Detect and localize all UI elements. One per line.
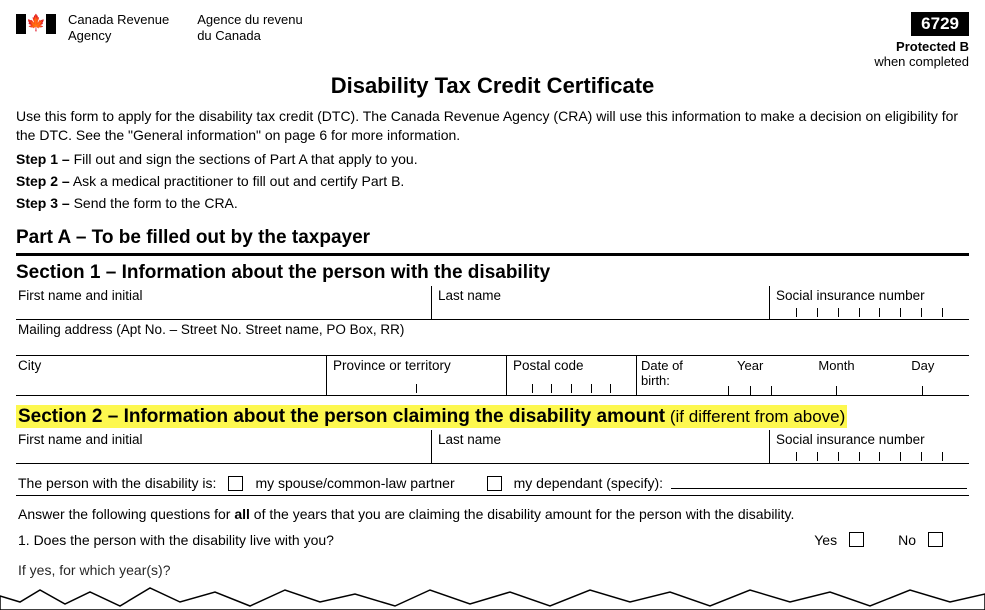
part-a-title: Part A – To be filled out by the taxpaye… <box>16 227 969 249</box>
dob-day[interactable]: Day <box>880 356 966 395</box>
intro-text: Use this form to apply for the disabilit… <box>16 107 969 145</box>
divider <box>16 253 969 256</box>
dob-year[interactable]: Year <box>707 356 793 395</box>
s1-sin-field[interactable]: Social insurance number <box>769 286 969 319</box>
q1-row: 1. Does the person with the disability l… <box>16 532 969 548</box>
torn-fragment: If yes, for which year(s)? <box>16 562 969 578</box>
spouse-label: my spouse/common-law partner <box>255 475 454 491</box>
agency-en-1: Canada Revenue <box>68 12 169 28</box>
spouse-checkbox[interactable] <box>228 476 243 491</box>
s1-mailing-field[interactable]: Mailing address (Apt No. – Street No. St… <box>16 320 969 356</box>
step-2: Step 2 – Ask a medical practitioner to f… <box>16 173 969 189</box>
s1-city-row: City Province or territory Postal code D… <box>16 356 969 396</box>
agency-fr-2: du Canada <box>197 28 303 44</box>
q1-text: 1. Does the person with the disability l… <box>18 532 814 548</box>
s2-sin-field[interactable]: Social insurance number <box>769 430 969 463</box>
q1-no[interactable]: No <box>898 532 947 548</box>
s2-last-name-field[interactable]: Last name <box>431 430 769 463</box>
s1-city-field[interactable]: City <box>16 356 326 395</box>
agency-block: 🍁 Canada Revenue Agency Agence du revenu… <box>16 12 303 45</box>
form-number-block: 6729 Protected B when completed <box>874 12 969 69</box>
dependant-checkbox[interactable] <box>487 476 502 491</box>
agency-names: Canada Revenue Agency Agence du revenu d… <box>68 12 303 45</box>
canada-flag-icon: 🍁 <box>16 14 56 34</box>
form-number: 6729 <box>911 12 969 36</box>
s1-postal-field[interactable]: Postal code <box>506 356 636 395</box>
agency-fr-1: Agence du revenu <box>197 12 303 28</box>
section1-title: Section 1 – Information about the person… <box>16 262 969 284</box>
q1-no-checkbox[interactable] <box>928 532 943 547</box>
s1-name-row: First name and initial Last name Social … <box>16 286 969 320</box>
s2-relation-row: The person with the disability is: my sp… <box>16 464 969 496</box>
s1-dob-block[interactable]: Date of birth: Year Month Day <box>636 356 966 395</box>
dependant-label: my dependant (specify): <box>514 475 663 491</box>
s1-last-name-field[interactable]: Last name <box>431 286 769 319</box>
header: 🍁 Canada Revenue Agency Agence du revenu… <box>16 12 969 69</box>
section2-title: Section 2 – Information about the person… <box>16 405 847 428</box>
answer-intro: Answer the following questions for all o… <box>18 506 969 522</box>
step-1: Step 1 – Fill out and sign the sections … <box>16 151 969 167</box>
s2-name-row: First name and initial Last name Social … <box>16 430 969 464</box>
s2-first-name-field[interactable]: First name and initial <box>16 430 431 463</box>
q1-yes[interactable]: Yes <box>814 532 868 548</box>
agency-en-2: Agency <box>68 28 169 44</box>
protected-label: Protected B when completed <box>874 39 969 69</box>
dob-label: Date of birth: <box>637 356 707 395</box>
section2-title-wrap: Section 2 – Information about the person… <box>16 406 969 428</box>
s1-province-field[interactable]: Province or territory <box>326 356 506 395</box>
q1-yes-checkbox[interactable] <box>849 532 864 547</box>
relation-intro: The person with the disability is: <box>18 475 216 491</box>
step-3: Step 3 – Send the form to the CRA. <box>16 195 969 211</box>
torn-edge-icon <box>0 582 985 610</box>
dob-month[interactable]: Month <box>793 356 879 395</box>
dependant-specify-line[interactable] <box>671 475 967 489</box>
s1-first-name-field[interactable]: First name and initial <box>16 286 431 319</box>
page-title: Disability Tax Credit Certificate <box>16 73 969 99</box>
